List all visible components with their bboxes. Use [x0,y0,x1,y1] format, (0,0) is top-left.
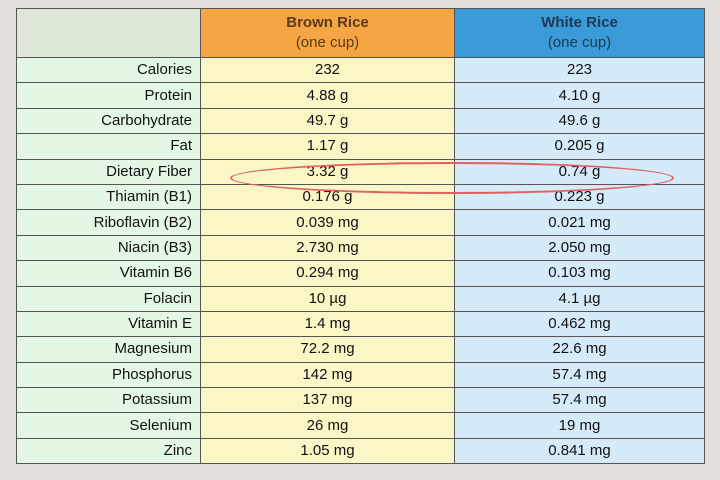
nutrient-label: Dietary Fiber [16,158,201,185]
brown-rice-value: 4.88 g [200,82,455,109]
table-row: Magnesium 72.2 mg 22.6 mg [16,336,705,363]
nutrient-label: Vitamin E [16,310,201,338]
table-row: Protein 4.88 g 4.10 g [16,82,705,109]
brown-rice-value: 0.039 mg [200,209,455,236]
table-row: Dietary Fiber 3.32 g 0.74 g [16,158,705,185]
white-rice-value: 0.223 g [454,183,705,211]
white-rice-value: 0.74 g [454,158,705,185]
table-row: Folacin 10 µg 4.1 µg [16,285,705,312]
brown-rice-value: 49.7 g [200,107,455,135]
table-row: Riboflavin (B2) 0.039 mg 0.021 mg [16,209,705,236]
table-row: Niacin (B3) 2.730 mg 2.050 mg [16,234,705,262]
nutrient-label: Magnesium [16,336,201,363]
table-row: Phosphorus 142 mg 57.4 mg [16,361,705,389]
white-rice-value: 0.103 mg [454,260,705,287]
table-row: Carbohydrate 49.7 g 49.6 g [16,107,705,135]
white-rice-value: 57.4 mg [454,361,705,389]
table-row: Zinc 1.05 mg 0.841 mg [16,437,705,465]
brown-rice-value: 1.17 g [200,133,455,160]
nutrient-label: Riboflavin (B2) [16,209,201,236]
nutrition-table-container: Brown Rice (one cup) White Rice (one cup… [16,8,705,472]
white-rice-value: 0.841 mg [454,437,705,465]
white-rice-value: 49.6 g [454,107,705,135]
brown-rice-value: 26 mg [200,412,455,439]
nutrient-label: Calories [16,56,201,84]
brown-rice-value: 232 [200,56,455,84]
white-rice-value: 22.6 mg [454,336,705,363]
brown-rice-value: 72.2 mg [200,336,455,363]
brown-rice-value: 0.176 g [200,183,455,211]
brown-rice-value: 2.730 mg [200,234,455,262]
nutrient-label: Vitamin B6 [16,260,201,287]
white-rice-header: White Rice (one cup) [454,8,705,58]
white-rice-value: 4.1 µg [454,285,705,312]
header-corner-cell [16,8,201,58]
white-rice-value: 57.4 mg [454,387,705,414]
white-rice-value: 0.205 g [454,133,705,160]
white-rice-value: 2.050 mg [454,234,705,262]
white-rice-serving: (one cup) [547,34,612,51]
brown-rice-value: 1.4 mg [200,310,455,338]
white-rice-value: 0.462 mg [454,310,705,338]
nutrient-label: Phosphorus [16,361,201,389]
table-row: Vitamin E 1.4 mg 0.462 mg [16,310,705,338]
brown-rice-header: Brown Rice (one cup) [200,8,455,58]
table-row: Potassium 137 mg 57.4 mg [16,387,705,414]
white-rice-title: White Rice [541,14,618,31]
table-header-row: Brown Rice (one cup) White Rice (one cup… [16,8,705,58]
brown-rice-title: Brown Rice [286,14,369,31]
nutrient-label: Fat [16,133,201,160]
table-row: Thiamin (B1) 0.176 g 0.223 g [16,183,705,211]
nutrient-label: Thiamin (B1) [16,183,201,211]
brown-rice-serving: (one cup) [295,34,360,51]
brown-rice-value: 10 µg [200,285,455,312]
white-rice-value: 19 mg [454,412,705,439]
table-row: Vitamin B6 0.294 mg 0.103 mg [16,260,705,287]
white-rice-value: 223 [454,56,705,84]
nutrient-label: Folacin [16,285,201,312]
nutrient-label: Carbohydrate [16,107,201,135]
nutrient-label: Niacin (B3) [16,234,201,262]
brown-rice-value: 142 mg [200,361,455,389]
table-row: Selenium 26 mg 19 mg [16,412,705,439]
nutrition-comparison-table: Brown Rice (one cup) White Rice (one cup… [16,8,705,465]
brown-rice-value: 3.32 g [200,158,455,185]
white-rice-value: 0.021 mg [454,209,705,236]
brown-rice-value: 137 mg [200,387,455,414]
nutrient-label: Protein [16,82,201,109]
brown-rice-value: 1.05 mg [200,437,455,465]
table-row: Calories 232 223 [16,56,705,84]
nutrient-label: Selenium [16,412,201,439]
brown-rice-value: 0.294 mg [200,260,455,287]
table-row: Fat 1.17 g 0.205 g [16,133,705,160]
white-rice-value: 4.10 g [454,82,705,109]
nutrient-label: Zinc [16,437,201,465]
nutrient-label: Potassium [16,387,201,414]
